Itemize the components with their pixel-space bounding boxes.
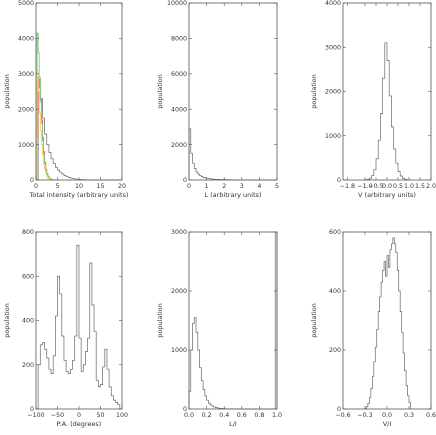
x-tick-label: 100: [116, 412, 128, 419]
chart-position-angle: −100 −50 0 50 100 0 200 400 600 800 P.A. (degrees)…: [3, 229, 128, 428]
plot-frame: [342, 2, 432, 181]
y-tick-label: 6000: [171, 71, 187, 78]
y-tick-label: 8000: [171, 36, 187, 43]
y-tick-label: 2000: [171, 288, 187, 295]
x-tick-label: 0: [34, 183, 38, 190]
x-tick-label: 2: [222, 183, 226, 190]
y-tick-label: 0: [30, 406, 34, 413]
y-tick-label: 400: [329, 288, 341, 295]
x-tick-label: 0.0: [382, 412, 392, 419]
y-tick-label: 200: [329, 347, 341, 354]
x-tick-label: −1.8: [340, 183, 355, 190]
y-tick-label: 200: [22, 362, 34, 369]
y-tick-label: 800: [22, 229, 34, 236]
x-tick-label: 5: [55, 183, 59, 190]
y-tick-label: 0: [183, 406, 187, 413]
x-tick-label: 50: [96, 412, 104, 419]
plot-frame: [35, 2, 123, 181]
chart-total-intensity: 0 5 10 15 20 0 1000 2000 3000 4000 5000 Total inten…: [3, 0, 128, 199]
histogram-series-0: [364, 237, 411, 409]
x-axis-label: L/I: [229, 420, 237, 428]
x-tick-label: 3: [240, 183, 244, 190]
y-tick-label: 2000: [171, 142, 187, 149]
y-tick-label: 2000: [325, 89, 341, 96]
x-tick-label: 4: [257, 183, 261, 190]
x-axis-label: Total intensity (arbitrary units): [29, 191, 129, 199]
y-tick-label: 600: [22, 273, 34, 280]
x-tick-label: 0.6: [426, 412, 436, 419]
x-tick-label: 0.8: [254, 412, 264, 419]
y-axis-label: population: [310, 303, 318, 338]
x-tick-label: 0.4: [219, 412, 229, 419]
histogram-series-3: [36, 73, 58, 181]
y-axis-label: population: [3, 303, 11, 338]
x-tick-label: 10: [75, 183, 83, 190]
histogram-series-0: [364, 42, 410, 181]
y-axis-label: population: [156, 74, 164, 109]
y-tick-label: 3000: [325, 44, 341, 51]
y-tick-label: 5000: [18, 0, 34, 7]
x-tick-label: 0.3: [404, 412, 414, 419]
y-axis-label: population: [3, 74, 11, 109]
x-tick-label: −50: [51, 412, 64, 419]
y-tick-label: 3000: [18, 71, 34, 78]
x-axis-label: V/I: [383, 420, 392, 428]
y-tick-label: 1000: [171, 347, 187, 354]
y-tick-label: 10000: [167, 0, 187, 7]
y-axis-label: population: [156, 303, 164, 338]
chart-circular-polarization: −1.8 −1.0−0.50.0 0.5 1.0 1.5 2.0 0 1000 2000 3000…: [310, 0, 436, 199]
x-tick-label: 0.5: [393, 183, 403, 190]
y-axis-label: population: [310, 74, 318, 109]
x-tick-label: 5: [275, 183, 279, 190]
y-tick-label: 4000: [18, 36, 34, 43]
chart-fractional-circular: −0.6 −0.3 0.0 0.3 0.6 0 200 400 600 V/I population: [310, 229, 436, 428]
x-tick-label: −0.5: [368, 183, 383, 190]
y-tick-label: 3000: [171, 229, 187, 236]
x-tick-label: −0.6: [335, 412, 350, 419]
chart-linear-polarization: 0 1 2 3 4 5 0 2000 4000 6000 8000 10000 L (arbitrary…: [156, 0, 279, 199]
x-tick-label: −100: [27, 412, 44, 419]
x-tick-label: 1: [205, 183, 209, 190]
x-tick-label: 1.0: [404, 183, 414, 190]
x-axis-label: P.A. (degrees): [57, 420, 102, 428]
x-tick-label: 0.0: [382, 183, 392, 190]
y-tick-label: 0: [30, 177, 34, 184]
plot-frame: [188, 2, 278, 181]
y-tick-label: 4000: [325, 0, 341, 7]
chart-fractional-linear: 0.0 0.2 0.4 0.6 0.8 1.0 0 1000 2000 3000 L/I popula…: [156, 229, 282, 428]
y-tick-label: 600: [329, 229, 341, 236]
y-tick-label: 1000: [325, 133, 341, 140]
x-axis-label: L (arbitrary units): [204, 191, 261, 199]
y-tick-label: 4000: [171, 106, 187, 113]
x-axis-label: V (arbitrary units): [358, 191, 416, 199]
x-tick-label: −0.3: [357, 412, 372, 419]
y-tick-label: 1000: [18, 142, 34, 149]
y-tick-label: 0: [337, 177, 341, 184]
y-tick-label: 2000: [18, 106, 34, 113]
histogram-series-0: [36, 76, 122, 181]
x-tick-label: 0.2: [202, 412, 212, 419]
x-tick-label: 0: [77, 412, 81, 419]
x-tick-label: 0.6: [237, 412, 247, 419]
x-tick-label: 2.0: [426, 183, 436, 190]
x-tick-label: 0: [187, 183, 191, 190]
histogram-series-0: [188, 128, 277, 181]
x-tick-label: 15: [96, 183, 104, 190]
y-tick-label: 0: [183, 177, 187, 184]
histogram-series-0: [37, 244, 121, 409]
histogram-series-0: [188, 231, 278, 410]
y-tick-label: 0: [337, 406, 341, 413]
plot-frame: [188, 231, 278, 410]
x-tick-label: 1.5: [415, 183, 425, 190]
y-tick-label: 400: [22, 318, 34, 325]
x-tick-label: 0.0: [184, 412, 194, 419]
x-tick-label: 20: [118, 183, 126, 190]
x-tick-label: −1.0: [357, 183, 372, 190]
x-tick-label: 1.0: [272, 412, 282, 419]
